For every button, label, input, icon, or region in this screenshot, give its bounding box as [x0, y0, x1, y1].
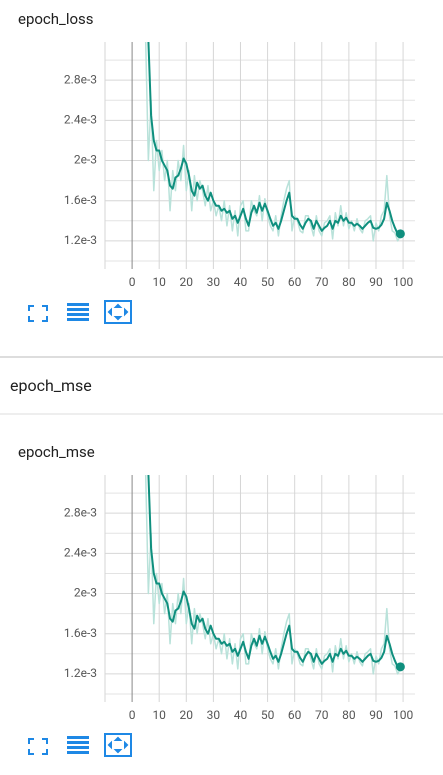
last-point — [395, 662, 405, 672]
x-tick-label: 70 — [315, 708, 329, 722]
x-tick-label: 90 — [369, 275, 383, 289]
x-tick-label: 20 — [180, 708, 194, 722]
x-tick-label: 80 — [342, 275, 356, 289]
y-tick-label: 1.6e-3 — [64, 626, 97, 640]
y-tick-label: 2.4e-3 — [64, 546, 97, 560]
x-tick-label: 50 — [261, 275, 275, 289]
x-tick-label: 10 — [152, 708, 166, 722]
x-tick-label: 50 — [261, 708, 275, 722]
fit-domain-button[interactable] — [104, 733, 132, 757]
chart-title: epoch_loss — [18, 10, 94, 28]
x-tick-label: 30 — [207, 708, 221, 722]
x-tick-label: 60 — [288, 275, 302, 289]
series-line — [144, 475, 402, 675]
y-tick-label: 1.6e-3 — [64, 193, 97, 207]
section-header: epoch_mse — [10, 376, 92, 395]
x-tick-label: 100 — [393, 708, 413, 722]
series-line — [147, 475, 401, 668]
x-tick-label: 90 — [369, 708, 383, 722]
y-tick-label: 2e-3 — [74, 586, 97, 600]
chart: 1.2e-3 1.6e-3 2e-3 2.4e-3 2.8e-3 0 10 20 30 40 50 6… — [64, 475, 415, 722]
last-point — [395, 229, 405, 239]
chart: 1.2e-3 1.6e-3 2e-3 2.4e-3 2.8e-3 0 10 20 30 40 50 6… — [64, 42, 415, 289]
x-tick-label: 60 — [288, 708, 302, 722]
toolbar — [28, 733, 132, 757]
chart-title: epoch_mse — [18, 443, 95, 461]
x-tick-label: 100 — [393, 275, 413, 289]
y-tick-label: 2.8e-3 — [64, 72, 97, 86]
x-tick-label: 20 — [180, 275, 194, 289]
y-tick-label: 2e-3 — [74, 153, 97, 167]
fit-domain-button[interactable] — [104, 300, 132, 324]
log-scale-button[interactable] — [67, 303, 89, 321]
toolbar — [28, 300, 132, 324]
x-tick-label: 40 — [234, 708, 248, 722]
x-tick-label: 30 — [207, 275, 221, 289]
series-line — [147, 42, 401, 235]
log-scale-button[interactable] — [67, 736, 89, 754]
x-tick-label: 80 — [342, 708, 356, 722]
y-tick-label: 1.2e-3 — [64, 666, 97, 680]
fullscreen-button[interactable] — [28, 738, 48, 755]
x-tick-label: 10 — [152, 275, 166, 289]
y-tick-label: 2.4e-3 — [64, 113, 97, 127]
x-tick-label: 40 — [234, 275, 248, 289]
fullscreen-button[interactable] — [28, 305, 48, 322]
y-tick-label: 1.2e-3 — [64, 233, 97, 247]
y-tick-label: 2.8e-3 — [64, 505, 97, 519]
x-tick-label: 0 — [129, 708, 136, 722]
x-tick-label: 70 — [315, 275, 329, 289]
x-tick-label: 0 — [129, 275, 136, 289]
series-line — [144, 42, 402, 242]
